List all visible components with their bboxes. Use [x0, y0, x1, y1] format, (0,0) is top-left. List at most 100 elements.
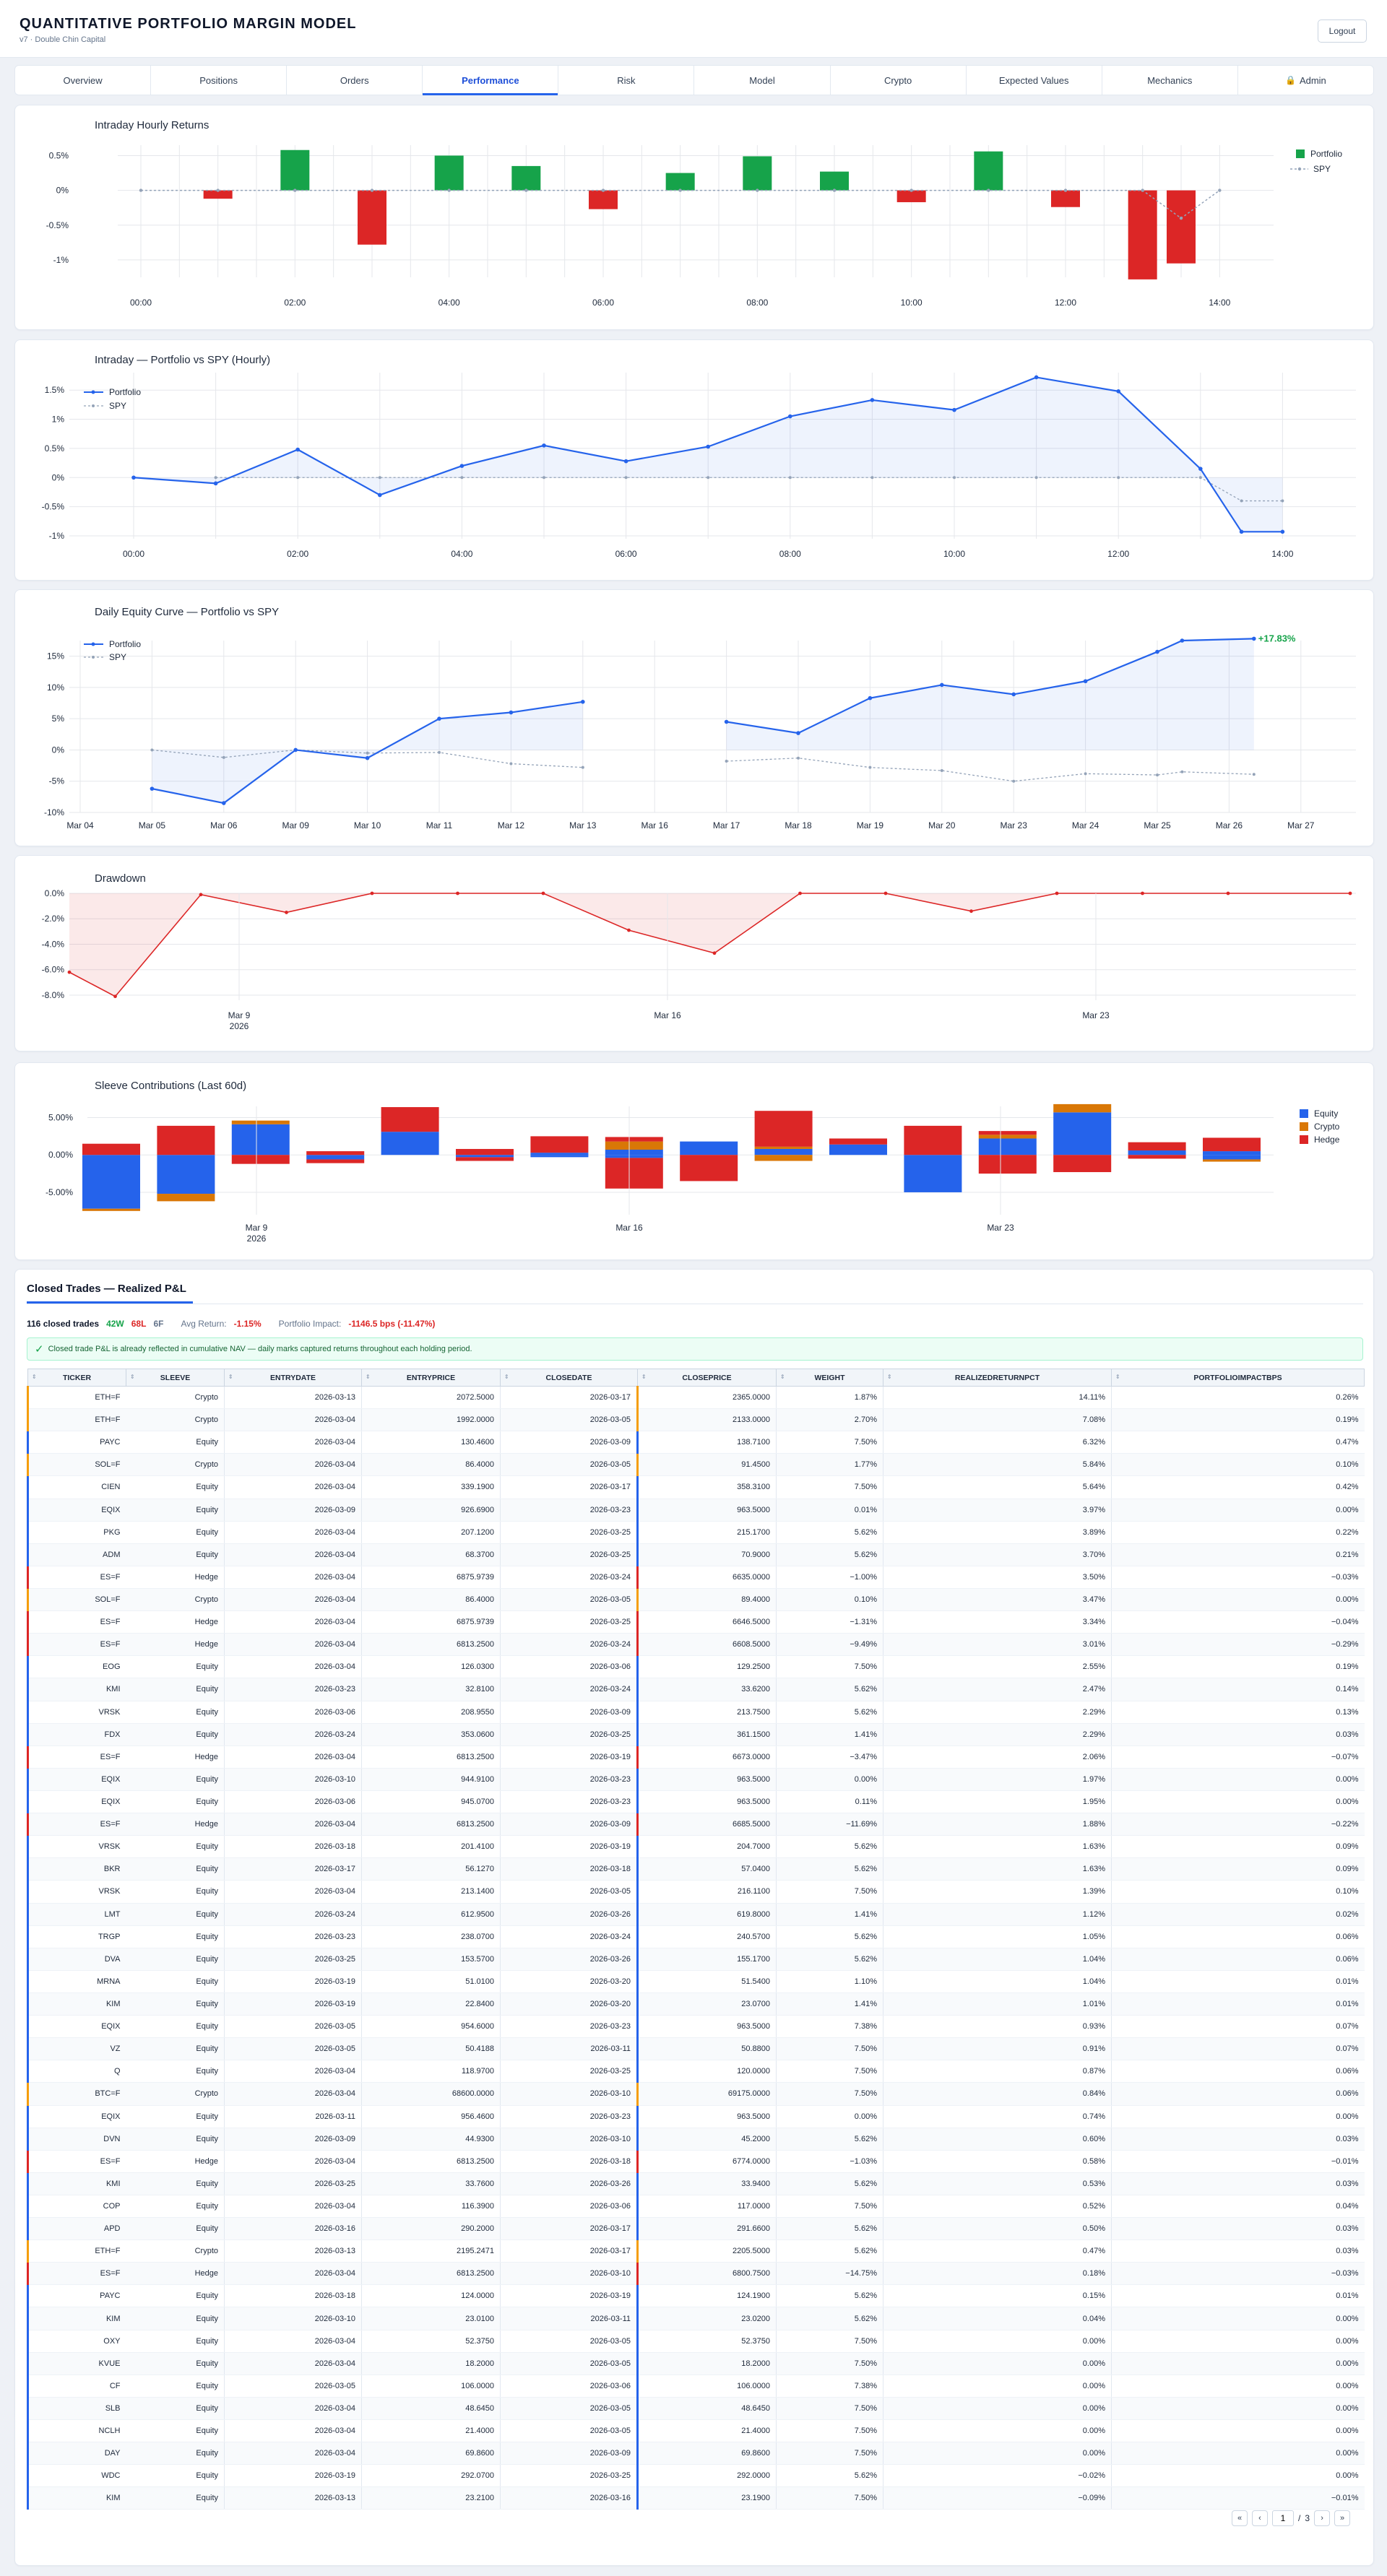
tab-overview[interactable]: Overview: [15, 66, 152, 95]
table-row[interactable]: PAYC Equity 2026-03-18 124.0000 2026-03-19 12…: [27, 2284, 1365, 2308]
tab-crypto[interactable]: Crypto: [831, 66, 967, 95]
table-row[interactable]: LMT Equity 2026-03-24 612.9500 2026-03-26 619…: [27, 1903, 1365, 1926]
page-input[interactable]: [1272, 2510, 1294, 2526]
table-row[interactable]: EQIX Equity 2026-03-10 944.9100 2026-03-23 96…: [27, 1768, 1365, 1791]
x-tick-label: Mar 20: [928, 820, 956, 831]
table-row[interactable]: SOL=F Crypto 2026-03-04 86.4000 2026-03-05 91…: [27, 1453, 1365, 1477]
cell-sleeve: Hedge: [126, 2150, 225, 2173]
table-row[interactable]: MRNA Equity 2026-03-19 51.0100 2026-03-20 51.…: [27, 1970, 1365, 1993]
table-row[interactable]: ES=F Hedge 2026-03-04 6875.9739 2026-03-25 66…: [27, 1610, 1365, 1634]
cell-portfolioimpactbps: 0.42%: [1111, 1475, 1365, 1499]
table-row[interactable]: KVUE Equity 2026-03-04 18.2000 2026-03-05 18.…: [27, 2352, 1365, 2375]
column-header-entrydate[interactable]: ⇕ ENTRYDATE: [224, 1369, 362, 1387]
table-row[interactable]: VRSK Equity 2026-03-18 201.4100 2026-03-19 20…: [27, 1835, 1365, 1859]
tab-mechanics[interactable]: Mechanics: [1102, 66, 1238, 95]
column-header-entryprice[interactable]: ⇕ ENTRYPRICE: [361, 1369, 501, 1387]
table-row[interactable]: APD Equity 2026-03-16 290.2000 2026-03-17 291…: [27, 2217, 1365, 2241]
first-page-button[interactable]: «: [1232, 2510, 1248, 2526]
legend-label: Portfolio: [1310, 149, 1342, 159]
table-row[interactable]: EQIX Equity 2026-03-05 954.6000 2026-03-23 96…: [27, 2015, 1365, 2039]
cell-closedate: 2026-03-05: [500, 2330, 638, 2353]
column-header-weight[interactable]: ⇕ WEIGHT: [776, 1369, 883, 1387]
table-row[interactable]: ES=F Hedge 2026-03-04 6813.2500 2026-03-18 67…: [27, 2150, 1365, 2173]
table-row[interactable]: KMI Equity 2026-03-25 33.7600 2026-03-26 33.9…: [27, 2172, 1365, 2195]
y-tick-label: -8.0%: [42, 990, 65, 1000]
column-header-sleeve[interactable]: ⇕ SLEEVE: [126, 1369, 225, 1387]
y-tick-label: -10%: [44, 807, 64, 818]
cell-entrydate: 2026-03-13: [224, 1386, 362, 1410]
table-row[interactable]: EQIX Equity 2026-03-09 926.6900 2026-03-23 96…: [27, 1499, 1365, 1522]
table-row[interactable]: KIM Equity 2026-03-10 23.0100 2026-03-11 23.0…: [27, 2307, 1365, 2330]
table-row[interactable]: DVA Equity 2026-03-25 153.5700 2026-03-26 155…: [27, 1948, 1365, 1971]
table-row[interactable]: PAYC Equity 2026-03-04 130.4600 2026-03-09 13…: [27, 1431, 1365, 1454]
table-row[interactable]: ES=F Hedge 2026-03-04 6875.9739 2026-03-24 66…: [27, 1566, 1365, 1589]
cell-realizedreturnpct: 1.01%: [883, 1992, 1112, 2016]
tab-performance[interactable]: Performance: [423, 66, 559, 95]
tab-positions[interactable]: Positions: [151, 66, 288, 95]
cell-entryprice: 22.8400: [361, 1992, 501, 2016]
cell-entryprice: 207.1200: [361, 1521, 501, 1544]
table-row[interactable]: TRGP Equity 2026-03-23 238.0700 2026-03-24 24…: [27, 1925, 1365, 1948]
table-row[interactable]: KMI Equity 2026-03-23 32.8100 2026-03-24 33.6…: [27, 1678, 1365, 1701]
table-row[interactable]: CF Equity 2026-03-05 106.0000 2026-03-06 106.…: [27, 2375, 1365, 2398]
table-row[interactable]: VZ Equity 2026-03-05 50.4188 2026-03-11 50.88…: [27, 2037, 1365, 2061]
table-row[interactable]: ES=F Hedge 2026-03-04 6813.2500 2026-03-09 66…: [27, 1813, 1365, 1836]
column-header-closedate[interactable]: ⇕ CLOSEDATE: [500, 1369, 638, 1387]
cell-weight: 7.38%: [776, 2375, 883, 2398]
cell-sleeve: Equity: [126, 2284, 225, 2308]
table-row[interactable]: SLB Equity 2026-03-04 48.6450 2026-03-05 48.6…: [27, 2397, 1365, 2421]
table-row[interactable]: CIEN Equity 2026-03-04 339.1900 2026-03-17 35…: [27, 1475, 1365, 1499]
cell-closeprice: 963.5000: [636, 2105, 777, 2128]
cell-closeprice: 129.2500: [636, 1655, 777, 1679]
table-row[interactable]: ETH=F Crypto 2026-03-13 2072.5000 2026-03-17…: [27, 1386, 1365, 1410]
table-row[interactable]: OXY Equity 2026-03-04 52.3750 2026-03-05 52.3…: [27, 2330, 1365, 2353]
tab-orders[interactable]: Orders: [287, 66, 423, 95]
cell-entrydate: 2026-03-04: [224, 1610, 362, 1634]
table-row[interactable]: BKR Equity 2026-03-17 56.1270 2026-03-18 57.0…: [27, 1857, 1365, 1881]
notice-text: Closed trade P&L is already reflected in…: [48, 1345, 472, 1353]
table-row[interactable]: DVN Equity 2026-03-09 44.9300 2026-03-10 45.2…: [27, 2128, 1365, 2151]
cell-realizedreturnpct: 1.04%: [883, 1948, 1112, 1971]
tab-model[interactable]: Model: [694, 66, 831, 95]
tab-risk[interactable]: Risk: [558, 66, 695, 95]
table-row[interactable]: COP Equity 2026-03-04 116.3900 2026-03-06 117…: [27, 2195, 1365, 2219]
cell-sleeve: Equity: [126, 2442, 225, 2466]
tab-admin[interactable]: 🔒 Admin: [1238, 66, 1373, 95]
column-header-realizedreturnpct[interactable]: ⇕ REALIZEDRETURNPCT: [883, 1369, 1112, 1387]
table-row[interactable]: SOL=F Crypto 2026-03-04 86.4000 2026-03-05 89…: [27, 1588, 1365, 1612]
cell-sleeve: Equity: [126, 2195, 225, 2219]
table-row[interactable]: EQIX Equity 2026-03-06 945.0700 2026-03-23 96…: [27, 1790, 1365, 1814]
table-row[interactable]: Q Equity 2026-03-04 118.9700 2026-03-25 120.0…: [27, 2060, 1365, 2083]
table-row[interactable]: KIM Equity 2026-03-19 22.8400 2026-03-20 23.0…: [27, 1992, 1365, 2016]
table-row[interactable]: VRSK Equity 2026-03-04 213.1400 2026-03-05 21…: [27, 1880, 1365, 1904]
spy-point: [1218, 188, 1222, 192]
prev-page-button[interactable]: ‹: [1252, 2510, 1268, 2526]
table-row[interactable]: ETH=F Crypto 2026-03-04 1992.0000 2026-03-05…: [27, 1408, 1365, 1432]
table-row[interactable]: FDX Equity 2026-03-24 353.0600 2026-03-25 361…: [27, 1723, 1365, 1746]
table-row[interactable]: ES=F Hedge 2026-03-04 6813.2500 2026-03-10 68…: [27, 2262, 1365, 2286]
column-header-portfolioimpactbps[interactable]: ⇕ PORTFOLIOIMPACTBPS: [1111, 1369, 1365, 1387]
cell-weight: 1.41%: [776, 1992, 883, 2016]
cell-ticker: VZ: [27, 2037, 126, 2061]
column-header-ticker[interactable]: ⇕ TICKER: [27, 1369, 126, 1387]
logout-button[interactable]: Logout: [1318, 19, 1367, 43]
table-row[interactable]: WDC Equity 2026-03-19 292.0700 2026-03-25 292…: [27, 2464, 1365, 2488]
table-row[interactable]: ES=F Hedge 2026-03-04 6813.2500 2026-03-24 66…: [27, 1633, 1365, 1657]
table-row[interactable]: ETH=F Crypto 2026-03-13 2195.2471 2026-03-17…: [27, 2239, 1365, 2263]
x-tick-label: Mar 9: [246, 1223, 268, 1233]
table-row[interactable]: BTC=F Crypto 2026-03-04 68600.0000 2026-03-1…: [27, 2082, 1365, 2106]
table-row[interactable]: ES=F Hedge 2026-03-04 6813.2500 2026-03-19 66…: [27, 1745, 1365, 1769]
table-row[interactable]: PKG Equity 2026-03-04 207.1200 2026-03-25 215…: [27, 1521, 1365, 1544]
last-page-button[interactable]: »: [1334, 2510, 1351, 2526]
next-page-button[interactable]: ›: [1314, 2510, 1331, 2526]
table-row[interactable]: DAY Equity 2026-03-04 69.8600 2026-03-09 69.8…: [27, 2442, 1365, 2466]
tab-expected-values[interactable]: Expected Values: [967, 66, 1102, 95]
table-row[interactable]: KIM Equity 2026-03-13 23.2100 2026-03-16 23.1…: [27, 2486, 1365, 2510]
table-row[interactable]: VRSK Equity 2026-03-06 208.9550 2026-03-09 21…: [27, 1701, 1365, 1724]
table-row[interactable]: ADM Equity 2026-03-04 68.3700 2026-03-25 70.9…: [27, 1543, 1365, 1566]
table-row[interactable]: EOG Equity 2026-03-04 126.0300 2026-03-06 129…: [27, 1655, 1365, 1679]
cell-sleeve: Equity: [126, 1678, 225, 1701]
column-header-closeprice[interactable]: ⇕ CLOSEPRICE: [637, 1369, 777, 1387]
table-row[interactable]: NCLH Equity 2026-03-04 21.4000 2026-03-05 21.…: [27, 2419, 1365, 2443]
table-row[interactable]: EQIX Equity 2026-03-11 956.4600 2026-03-23 96…: [27, 2105, 1365, 2128]
